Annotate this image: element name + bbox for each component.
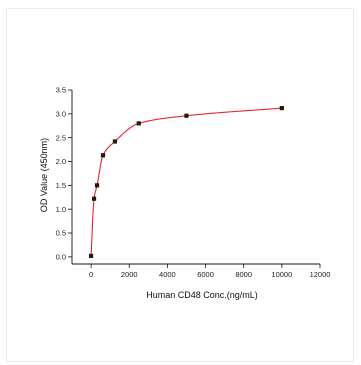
y-tick-label: 3.5: [56, 86, 66, 95]
x-tick-label: 6000: [197, 270, 214, 279]
y-tick-label: 2.0: [56, 157, 66, 166]
data-point: [184, 113, 189, 118]
x-tick-label: 10000: [271, 270, 292, 279]
y-axis-title: OD Value (450nm): [39, 138, 49, 212]
fit-curve-layer: [90, 107, 282, 256]
x-tick-label: 12000: [310, 270, 331, 279]
y-tick-label: 0.5: [56, 229, 66, 238]
data-point: [279, 106, 284, 111]
x-tick-label: 0: [89, 270, 93, 279]
x-tick-label: 4000: [159, 270, 176, 279]
data-point: [88, 253, 94, 258]
data-points-layer: [88, 106, 284, 258]
fit-curve: [90, 107, 282, 256]
x-axis-title: Human CD48 Conc.(ng/mL): [146, 290, 258, 300]
x-tick-label: 2000: [121, 270, 138, 279]
y-tick-label: 1.0: [56, 205, 66, 214]
data-point: [112, 139, 118, 144]
data-point: [100, 153, 106, 158]
data-point: [94, 183, 100, 188]
y-tick-label: 3.0: [56, 109, 66, 118]
chart-frame: [6, 8, 354, 362]
data-point: [91, 196, 97, 201]
axes: 0 2000 4000 6000 8000 10000 12000 0.0 0.5 1.0 1.5 2…: [56, 86, 331, 279]
data-point: [136, 121, 141, 126]
y-tick-label: 1.5: [56, 181, 66, 190]
y-tick-label: 2.5: [56, 133, 66, 142]
y-tick-label: 0.0: [56, 252, 66, 261]
x-tick-label: 8000: [235, 270, 252, 279]
